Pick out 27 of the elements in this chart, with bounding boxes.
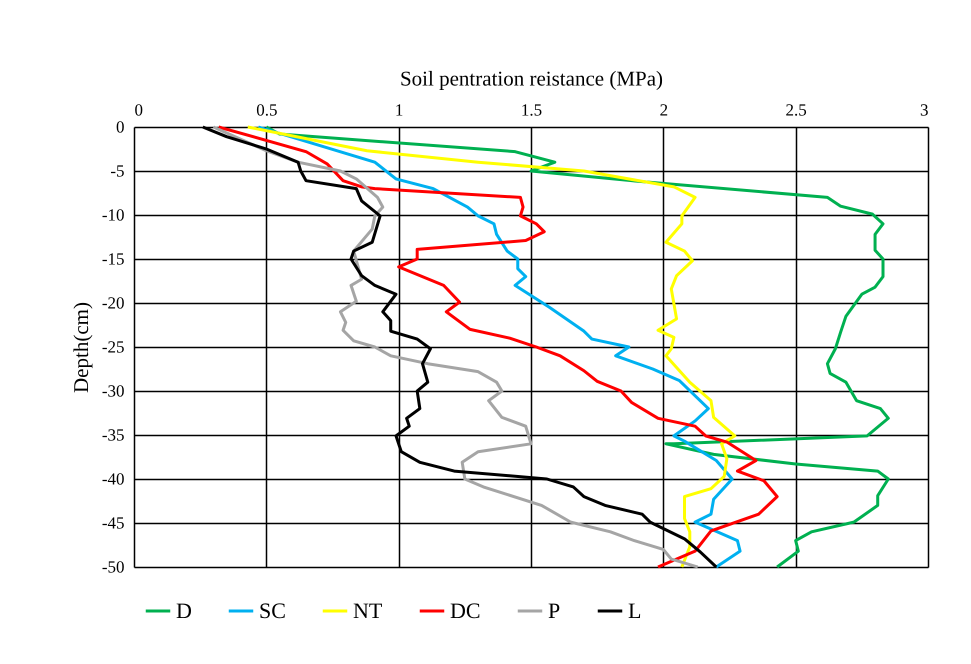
x-tick-label: 2.5 — [786, 100, 807, 120]
line-series — [264, 126, 890, 568]
y-tick-label: -20 — [102, 294, 124, 312]
legend-label: DC — [450, 598, 481, 623]
y-tick-label: -35 — [102, 426, 124, 444]
y-tick-label: -25 — [102, 338, 124, 356]
x-axis-title: Soil pentration reistance (MPa) — [400, 66, 664, 90]
x-tick-label: 1.5 — [520, 100, 542, 120]
legend-label: NT — [353, 598, 383, 623]
x-tick-label: 1 — [394, 100, 404, 120]
y-tick-label: -30 — [102, 382, 124, 400]
y-tick-label: -50 — [102, 558, 124, 576]
y-tick-label: -10 — [102, 206, 124, 224]
x-tick-label: 2 — [660, 100, 668, 120]
legend-label: SC — [259, 598, 286, 623]
x-tick-label: 0.5 — [256, 100, 278, 120]
legend-label: L — [628, 598, 642, 623]
y-tick-label: -40 — [102, 470, 124, 488]
x-tick-label: 3 — [920, 100, 928, 120]
y-tick-label: -15 — [102, 250, 124, 268]
x-tick-label: 0 — [134, 100, 143, 120]
y-tick-label: 0 — [116, 118, 124, 136]
legend-label: P — [548, 598, 560, 623]
legend-label: D — [176, 598, 192, 623]
y-tick-label: -5 — [110, 162, 124, 180]
y-axis-title: Depth(cm) — [68, 302, 93, 393]
y-tick-label: -45 — [102, 514, 124, 532]
